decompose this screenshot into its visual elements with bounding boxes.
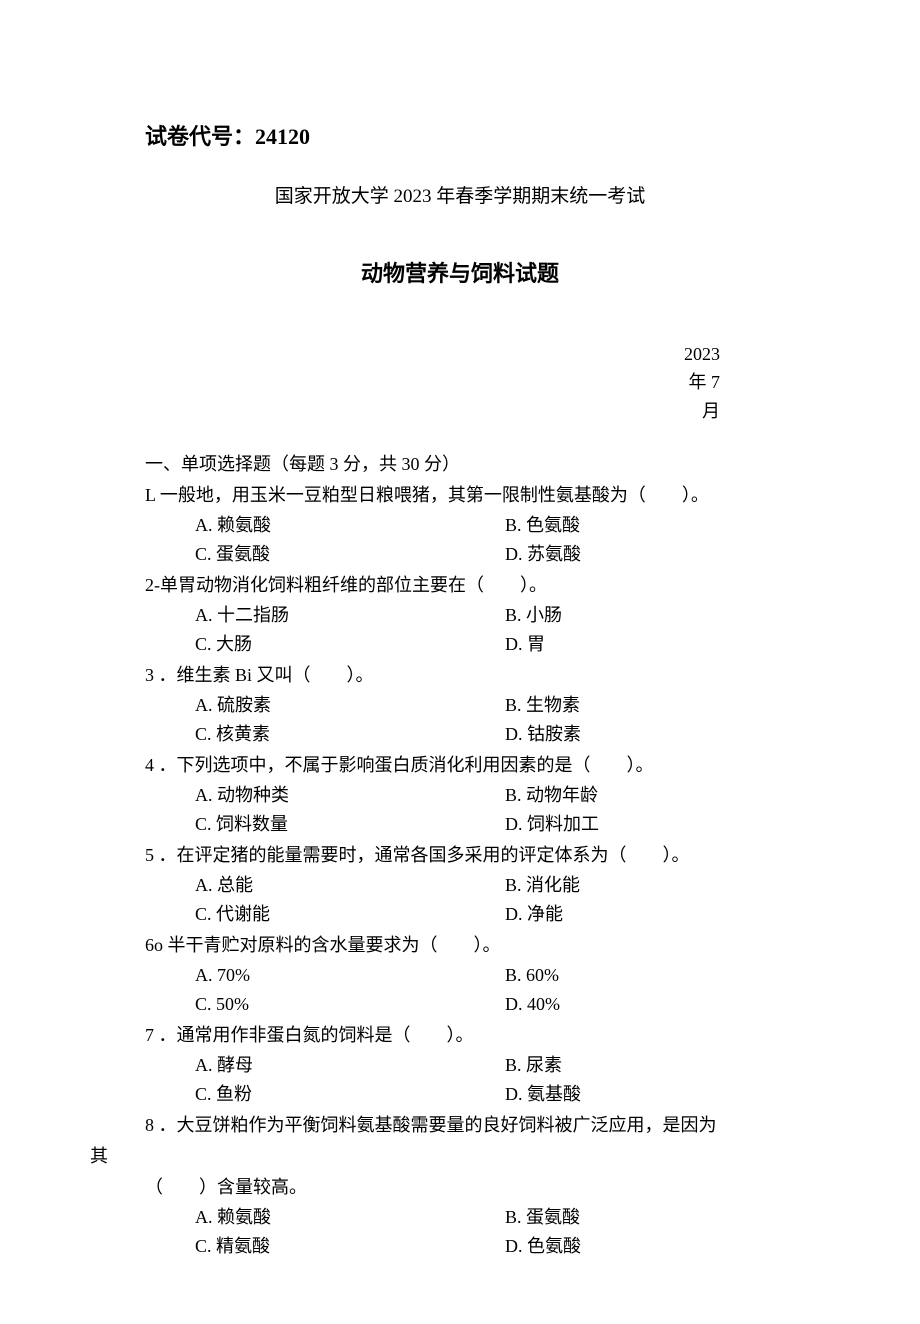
- q2-option-b: B. 小肠: [505, 602, 830, 629]
- question-2: 2-单胃动物消化饲料粗纤维的部位主要在（ ）。 A. 十二指肠 B. 小肠 C.…: [90, 572, 830, 658]
- question-6: 6o 半干青贮对原料的含水量要求为（ ）。 A. 70% B. 60% C. 5…: [90, 932, 830, 1018]
- q1-options-row-2: C. 蛋氨酸 D. 苏氨酸: [145, 541, 830, 568]
- q1-option-b: B. 色氨酸: [505, 512, 830, 539]
- q1-stem: L 一般地，用玉米一豆粕型日粮喂猪，其第一限制性氨基酸为（ ）。: [145, 482, 830, 509]
- q7-option-c: C. 鱼粉: [195, 1081, 505, 1108]
- q5-option-b: B. 消化能: [505, 872, 830, 899]
- q3-options-row-1: A. 硫胺素 B. 生物素: [145, 692, 830, 719]
- q1-options-row-1: A. 赖氨酸 B. 色氨酸: [145, 512, 830, 539]
- q1-option-d: D. 苏氨酸: [505, 541, 830, 568]
- q8-stem: 8 ．大豆饼粕作为平衡饲料氨基酸需要量的良好饲料被广泛应用，是因为: [145, 1112, 830, 1139]
- q4-option-a: A. 动物种类: [195, 782, 505, 809]
- q4-options-row-1: A. 动物种类 B. 动物年龄: [145, 782, 830, 809]
- q6-option-c: C. 50%: [195, 991, 505, 1018]
- q5-option-d: D. 净能: [505, 901, 830, 928]
- q5-option-a: A. 总能: [195, 872, 505, 899]
- q2-options-row-1: A. 十二指肠 B. 小肠: [145, 602, 830, 629]
- q2-option-c: C. 大肠: [195, 631, 505, 658]
- q6-option-a: A. 70%: [195, 962, 505, 989]
- q8-fill: （ ）含量较高。: [90, 1174, 830, 1201]
- exam-date: 2023 年 7 月: [90, 340, 830, 426]
- q8-option-b: B. 蛋氨酸: [505, 1204, 830, 1231]
- q5-stem: 5 ．在评定猪的能量需要时，通常各国多采用的评定体系为（ ）。: [145, 842, 830, 869]
- q8-options-row-1: A. 赖氨酸 B. 蛋氨酸: [145, 1204, 830, 1231]
- q3-option-d: D. 钴胺素: [505, 721, 830, 748]
- q7-stem: 7 ．通常用作非蛋白氮的饲料是（ ）。: [145, 1022, 830, 1049]
- q4-option-c: C. 饲料数量: [195, 811, 505, 838]
- q8-options-row-2: C. 精氨酸 D. 色氨酸: [145, 1233, 830, 1260]
- q3-option-b: B. 生物素: [505, 692, 830, 719]
- q7-options-row-1: A. 酵母 B. 尿素: [145, 1052, 830, 1079]
- q4-stem: 4 ．下列选项中，不属于影响蛋白质消化利用因素的是（ ）。: [145, 752, 830, 779]
- q6-option-b: B. 60%: [505, 962, 830, 989]
- q2-option-a: A. 十二指肠: [195, 602, 505, 629]
- university-line: 国家开放大学 2023 年春季学期期末统一考试: [90, 183, 830, 212]
- question-3: 3 ．维生素 Bi 又叫（ ）。 A. 硫胺素 B. 生物素 C. 核黄素 D.…: [90, 662, 830, 748]
- question-5: 5 ．在评定猪的能量需要时，通常各国多采用的评定体系为（ ）。 A. 总能 B.…: [90, 842, 830, 928]
- paper-code-label: 试卷代号：: [145, 124, 255, 149]
- question-8: 8 ．大豆饼粕作为平衡饲料氨基酸需要量的良好饲料被广泛应用，是因为: [90, 1112, 830, 1139]
- exam-title: 动物营养与饲料试题: [90, 257, 830, 290]
- question-1: L 一般地，用玉米一豆粕型日粮喂猪，其第一限制性氨基酸为（ ）。 A. 赖氨酸 …: [90, 482, 830, 568]
- q8-option-a: A. 赖氨酸: [195, 1204, 505, 1231]
- q2-option-d: D. 胃: [505, 631, 830, 658]
- q6-options-row-1: A. 70% B. 60%: [145, 962, 830, 989]
- q5-option-c: C. 代谢能: [195, 901, 505, 928]
- q5-options-row-2: C. 代谢能 D. 净能: [145, 901, 830, 928]
- q6-options-row-2: C. 50% D. 40%: [145, 991, 830, 1018]
- q3-option-c: C. 核黄素: [195, 721, 505, 748]
- date-year: 2023: [90, 340, 720, 369]
- q8-option-d: D. 色氨酸: [505, 1233, 830, 1260]
- q7-option-b: B. 尿素: [505, 1052, 830, 1079]
- paper-code: 试卷代号：24120: [90, 120, 830, 153]
- question-7: 7 ．通常用作非蛋白氮的饲料是（ ）。 A. 酵母 B. 尿素 C. 鱼粉 D.…: [90, 1022, 830, 1108]
- q7-option-a: A. 酵母: [195, 1052, 505, 1079]
- q8-continuation: 其: [90, 1143, 830, 1170]
- q3-option-a: A. 硫胺素: [195, 692, 505, 719]
- q3-stem: 3 ．维生素 Bi 又叫（ ）。: [145, 662, 830, 689]
- date-month: 年 7: [90, 368, 720, 397]
- q8-option-c: C. 精氨酸: [195, 1233, 505, 1260]
- q5-options-row-1: A. 总能 B. 消化能: [145, 872, 830, 899]
- q1-option-a: A. 赖氨酸: [195, 512, 505, 539]
- q3-options-row-2: C. 核黄素 D. 钴胺素: [145, 721, 830, 748]
- q7-options-row-2: C. 鱼粉 D. 氨基酸: [145, 1081, 830, 1108]
- q6-option-d: D. 40%: [505, 991, 830, 1018]
- q2-options-row-2: C. 大肠 D. 胃: [145, 631, 830, 658]
- section-1-title: 一、单项选择题（每题 3 分，共 30 分）: [90, 451, 830, 478]
- date-suffix: 月: [90, 397, 720, 426]
- question-8-options: A. 赖氨酸 B. 蛋氨酸 C. 精氨酸 D. 色氨酸: [90, 1204, 830, 1260]
- q4-options-row-2: C. 饲料数量 D. 饲料加工: [145, 811, 830, 838]
- q6-stem: 6o 半干青贮对原料的含水量要求为（ ）。: [145, 932, 830, 959]
- q1-option-c: C. 蛋氨酸: [195, 541, 505, 568]
- q4-option-d: D. 饲料加工: [505, 811, 830, 838]
- q7-option-d: D. 氨基酸: [505, 1081, 830, 1108]
- q4-option-b: B. 动物年龄: [505, 782, 830, 809]
- question-4: 4 ．下列选项中，不属于影响蛋白质消化利用因素的是（ ）。 A. 动物种类 B.…: [90, 752, 830, 838]
- q2-stem: 2-单胃动物消化饲料粗纤维的部位主要在（ ）。: [145, 572, 830, 599]
- paper-code-value: 24120: [255, 124, 310, 149]
